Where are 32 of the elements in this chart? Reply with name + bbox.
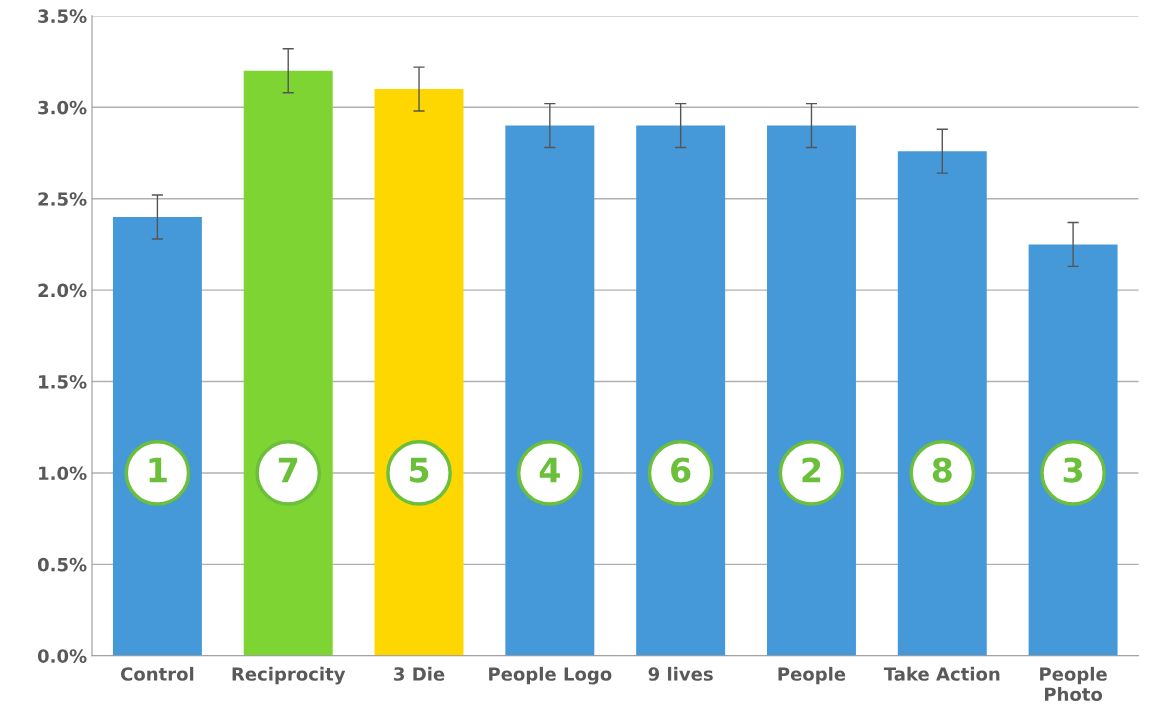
bar: [374, 89, 464, 656]
annotation: 2: [802, 457, 821, 483]
y-tick-label: 3.0%: [38, 100, 87, 115]
x-tick-label: Reciprocity: [232, 666, 346, 685]
y-tick-label: 1.5%: [39, 375, 87, 389]
annotation: 8: [932, 457, 952, 483]
x-tick-label: People Logo: [489, 666, 612, 685]
annotation: 3: [1063, 457, 1083, 483]
x-tick-label: Take Action: [883, 666, 1000, 681]
bar: [1028, 244, 1118, 656]
y-tick-label: 1.0%: [39, 466, 87, 481]
x-tick-label: Control: [120, 666, 194, 681]
annotation: 6: [671, 457, 691, 483]
y-tick-label: 2.0%: [38, 283, 87, 298]
annotation: 4: [539, 457, 560, 483]
x-tick-label: 9 lives: [648, 666, 713, 681]
x-tick-label: People Photo: [1040, 666, 1107, 702]
y-tick-label: 2.5%: [38, 192, 87, 206]
bar: [112, 217, 202, 656]
y-tick-label: 0.0%: [37, 649, 87, 663]
annotation: 5: [410, 457, 429, 483]
y-tick-label: 3.5%: [38, 9, 87, 24]
x-tick-label: 3 Die: [394, 666, 445, 681]
y-tick-label: 0.5%: [37, 557, 87, 572]
bar: [766, 125, 856, 656]
bar: [243, 70, 333, 656]
annotation: 1: [149, 457, 167, 483]
annotation: 7: [278, 457, 298, 483]
bar: [636, 125, 726, 656]
x-tick-label: People: [778, 666, 846, 685]
bar: [897, 151, 987, 656]
bar: [505, 125, 595, 656]
